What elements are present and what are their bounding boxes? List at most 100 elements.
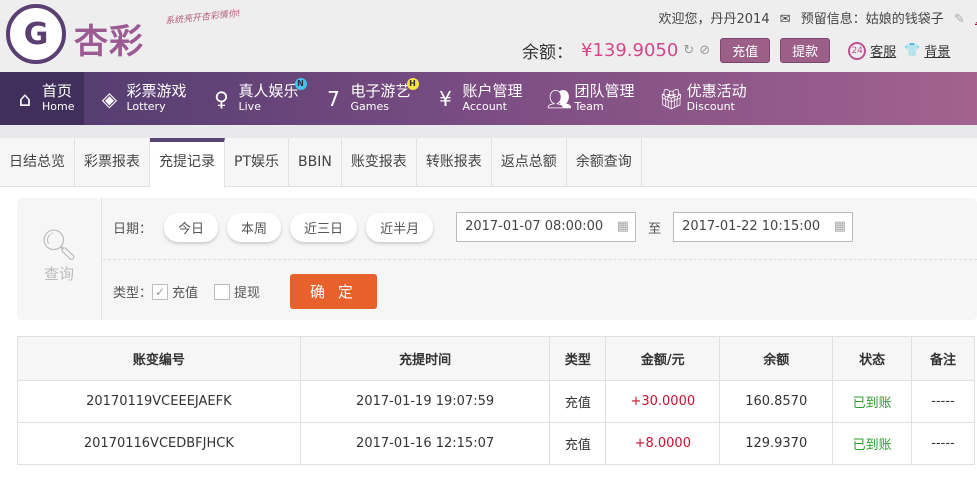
nav-label-en: Discount [687,99,747,115]
shirt-icon: 👕 [904,43,920,58]
table-cell: ----- [912,381,975,423]
table-header: 账变编号充提时间类型金额/元余额状态备注 [18,337,975,381]
nav-label-en: Lottery [126,99,186,115]
welcome-text: 欢迎您，丹丹2014 [659,12,770,27]
tab-3[interactable]: PT娱乐 [225,138,289,186]
people-icon: 👥︎ [547,87,569,111]
nav-label-cn: 账户管理 [463,83,523,99]
mail-icon[interactable]: ✉ [780,12,791,27]
deposit-checkbox[interactable]: ✓ [152,284,168,300]
table-cell: 20170116VCEDBFJHCK [18,423,301,465]
calendar-icon[interactable]: ▦ [617,213,629,241]
deposit-checkbox-label: 充值 [172,282,198,301]
reserve-info: 预留信息：姑娘的钱袋子 [801,12,944,27]
type-label: 类型： [113,282,152,301]
balance-bar: 余额： ¥139.9050 ↻ ⊘ 充值 提款 24 客服 👕 背景 [522,38,950,63]
calendar-icon[interactable]: ▦ [834,213,846,241]
column-header: 账变编号 [18,337,301,381]
withdraw-button[interactable]: 提款 [780,38,830,63]
tab-1[interactable]: 彩票报表 [75,138,150,186]
service-icon: 24 [848,42,866,60]
table-cell: 已到账 [833,381,912,423]
confirm-button[interactable]: 确 定 [290,274,377,309]
home-icon: ⌂ [14,87,36,111]
start-date-value: 2017-01-07 08:00:00 [465,219,603,234]
quick-3days[interactable]: 近三日 [290,213,357,242]
tab-0[interactable]: 日结总览 [0,138,75,186]
tab-4[interactable]: BBIN [289,138,342,186]
table-cell: ----- [912,423,975,465]
tab-8[interactable]: 余额查询 [567,138,642,186]
start-date-input[interactable]: 2017-01-07 08:00:00 ▦ [456,212,636,242]
service-link[interactable]: 客服 [870,41,896,60]
table-cell: 160.8570 [720,381,833,423]
logo-icon[interactable]: G [6,4,66,64]
table-cell: +8.0000 [606,423,720,465]
date-label: 日期： [113,218,152,237]
table-cell: 2017-01-16 12:15:07 [300,423,550,465]
end-date-input[interactable]: 2017-01-22 10:15:00▦ [673,212,853,242]
tab-6[interactable]: 转账报表 [417,138,492,186]
tab-2[interactable]: 充提记录 [150,138,225,188]
nav-label-cn: 首页 [42,83,74,99]
gift-icon: 🎁︎ [659,87,681,111]
quick-week[interactable]: 本周 [227,213,281,242]
seven-icon: 7 [323,87,345,111]
balance-label: 余额： [522,38,573,63]
background-link[interactable]: 背景 [924,41,950,60]
yen-icon: ¥ [435,87,457,111]
table-cell: 20170119VCEEEJAEFK [18,381,301,423]
nav-label-cn: 电子游艺 [351,83,411,99]
withdraw-checkbox[interactable] [214,284,230,300]
logo-text: 杏彩 [74,14,144,63]
nav-label-cn: 优惠活动 [687,83,747,99]
hide-icon[interactable]: ⊘ [699,43,710,58]
divider [103,259,977,260]
slogan: 系统亮开杏彩情你! [165,6,242,27]
column-header: 充提时间 [300,337,550,381]
woman-icon: ♀ [211,87,233,111]
search-label: 查询 [17,263,101,284]
table-cell: 129.9370 [720,423,833,465]
column-header: 金额/元 [606,337,720,381]
ticket-icon: ◈ [98,87,120,111]
nav-label-en: Games [351,99,411,115]
column-header: 备注 [912,337,975,381]
column-header: 类型 [550,337,606,381]
edit-icon[interactable]: ✎ [954,12,965,27]
refresh-icon[interactable]: ↻ [683,43,694,58]
date-row: 日期： 今日 本周 近三日 近半月 2017-01-07 08:00:00▦ 至… [113,212,853,242]
quick-halfmonth[interactable]: 近半月 [366,213,433,242]
balance-value: ¥139.9050 [581,40,678,61]
nav-label-en: Home [42,99,74,115]
nav-label-cn: 彩票游戏 [126,83,186,99]
search-panel: 🔍︎ 查询 日期： 今日 本周 近三日 近半月 2017-01-07 08:00… [17,198,977,320]
deposit-button[interactable]: 充值 [720,38,770,63]
withdraw-checkbox-label: 提现 [234,282,260,301]
search-side: 🔍︎ 查询 [17,198,102,320]
type-row: 类型： ✓ 充值 提现 确 定 [113,274,377,309]
nav-label-en: Account [463,99,523,115]
tab-7[interactable]: 返点总额 [492,138,567,186]
tab-5[interactable]: 账变报表 [342,138,417,186]
quick-today[interactable]: 今日 [164,213,218,242]
table-cell: 充值 [550,423,606,465]
table-cell: +30.0000 [606,381,720,423]
table-cell: 已到账 [833,423,912,465]
